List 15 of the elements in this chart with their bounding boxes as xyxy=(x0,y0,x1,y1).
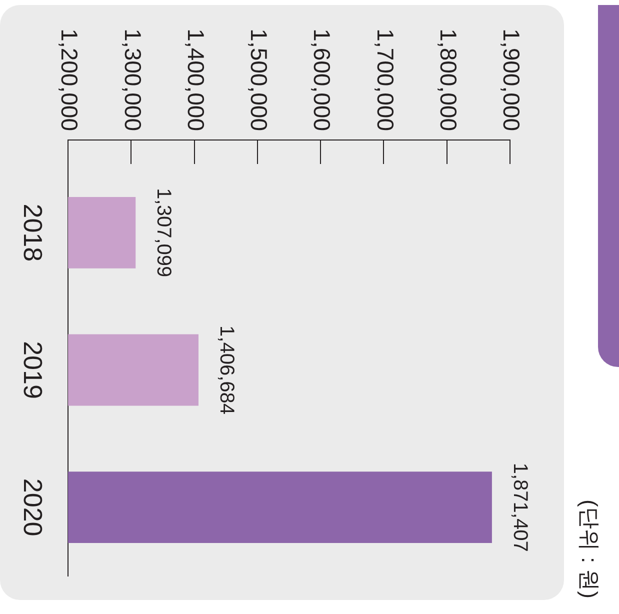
x-tick-label: 1,400,000 xyxy=(182,28,209,131)
y-tick-label: 2019 xyxy=(18,341,48,399)
data-label: 1,871,407 xyxy=(508,462,531,552)
x-tick-label: 1,800,000 xyxy=(436,28,462,131)
y-tick-label: 2018 xyxy=(18,204,48,262)
text: (단위 : 원) xyxy=(576,500,602,598)
x-tick-label: 1,900,000 xyxy=(498,28,525,131)
y-tick-label: 2020 xyxy=(18,478,48,536)
x-tick-label: 1,300,000 xyxy=(120,28,146,131)
x-tick-label: 1,600,000 xyxy=(309,28,336,131)
x-tick-label: 1,500,000 xyxy=(246,28,272,131)
data-label: 1,307,099 xyxy=(152,188,175,278)
x-tick-label: 1,200,000 xyxy=(56,28,83,131)
data-label: 1,406,684 xyxy=(216,326,238,414)
x-tick-label: 1,700,000 xyxy=(372,28,398,131)
